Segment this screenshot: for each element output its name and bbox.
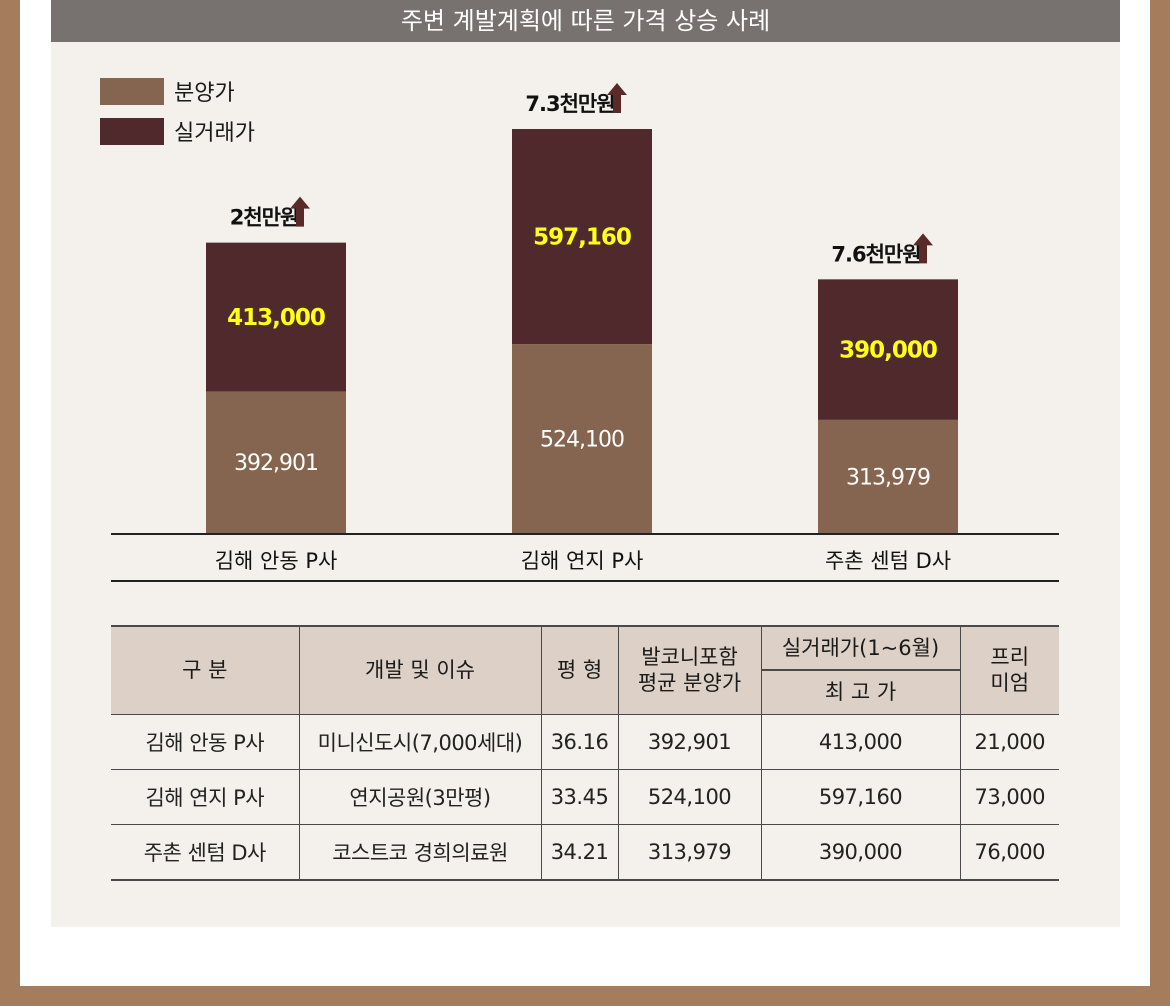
table-cell: 연지공원(3만평) [299, 769, 542, 825]
header-development: 개발 및 이슈 [298, 625, 542, 715]
table-cell: 76,000 [960, 824, 1059, 881]
table-cell: 392,901 [618, 714, 762, 770]
header-avg-price-line1: 발코니포함 [641, 645, 738, 669]
table-cell: 36.16 [541, 714, 619, 770]
header-max-price: 최 고 가 [761, 669, 960, 715]
table-cell: 390,000 [761, 824, 961, 881]
header-premium: 프리 미엄 [959, 625, 1059, 715]
up-arrow-icon [290, 196, 310, 227]
table-cell: 597,160 [761, 769, 961, 825]
bar-segment [512, 344, 652, 533]
header-avg-price: 발코니포함 평균 분양가 [617, 625, 762, 715]
legend-label-presale: 분양가 [174, 81, 235, 106]
header-category: 구 분 [111, 625, 300, 715]
header-actual-price: 실거래가(1~6월) [760, 625, 961, 671]
bar-segment [206, 391, 346, 533]
legend-item-presale: 분양가 [100, 77, 235, 106]
legend-swatch-presale [100, 77, 164, 105]
table-cell: 21,000 [960, 714, 1059, 770]
x-tick-label: 김해 안동 P사 [215, 549, 338, 573]
increase-annotation: 2천만원 [230, 206, 299, 230]
increase-annotation: 7.6천만원 [831, 242, 920, 266]
table-cell: 73,000 [960, 769, 1059, 825]
table-cell: 김해 연지 P사 [111, 769, 300, 825]
legend-item-actual: 실거래가 [100, 117, 255, 146]
price-table: 구 분 개발 및 이슈 평 형 발코니포함 평균 분양가 실거래가(1~6월) … [111, 625, 1059, 881]
table-cell: 미니신도시(7,000세대) [299, 714, 542, 770]
header-area: 평 형 [540, 625, 619, 715]
increase-annotation: 7.3천만원 [525, 92, 614, 116]
x-tick-label: 주촌 센텀 D사 [825, 549, 951, 573]
data-label: 524,100 [540, 428, 624, 453]
table-cell: 524,100 [618, 769, 762, 825]
table-row: 주촌 센텀 D사 코스트코 경희의료원 34.21 313,979 390,00… [111, 824, 1059, 881]
header-premium-line1: 프리 [990, 645, 1030, 669]
bar-segment [818, 279, 958, 420]
legend-swatch-actual [100, 117, 164, 145]
bar-segment [512, 129, 652, 345]
table-cell: 313,979 [618, 824, 762, 881]
bar-segment [818, 419, 958, 533]
x-tick-label: 김해 연지 P사 [521, 549, 644, 573]
table-cell: 코스트코 경희의료원 [299, 824, 542, 881]
data-label: 392,901 [234, 451, 318, 476]
legend-label-actual: 실거래가 [174, 121, 255, 146]
table-cell: 413,000 [761, 714, 961, 770]
up-arrow-icon [913, 233, 933, 264]
table-row: 김해 연지 P사 연지공원(3만평) 33.45 524,100 597,160… [111, 769, 1059, 825]
data-label: 413,000 [227, 305, 325, 331]
bar-segment [206, 242, 346, 392]
table-cell: 김해 안동 P사 [111, 714, 300, 770]
table-cell: 주촌 센텀 D사 [111, 824, 300, 881]
table-cell: 34.21 [541, 824, 619, 881]
table-row: 김해 안동 P사 미니신도시(7,000세대) 36.16 392,901 41… [111, 714, 1059, 770]
data-label: 390,000 [839, 338, 937, 364]
up-arrow-icon [607, 83, 627, 113]
header-premium-line2: 미엄 [990, 671, 1030, 696]
page-title: 주변 계발계획에 따른 가격 상승 사례 [51, 0, 1120, 42]
table-cell: 33.45 [541, 769, 619, 825]
data-label: 313,979 [846, 465, 930, 490]
data-label: 597,160 [533, 225, 631, 251]
header-avg-price-line2: 평균 분양가 [637, 671, 742, 696]
